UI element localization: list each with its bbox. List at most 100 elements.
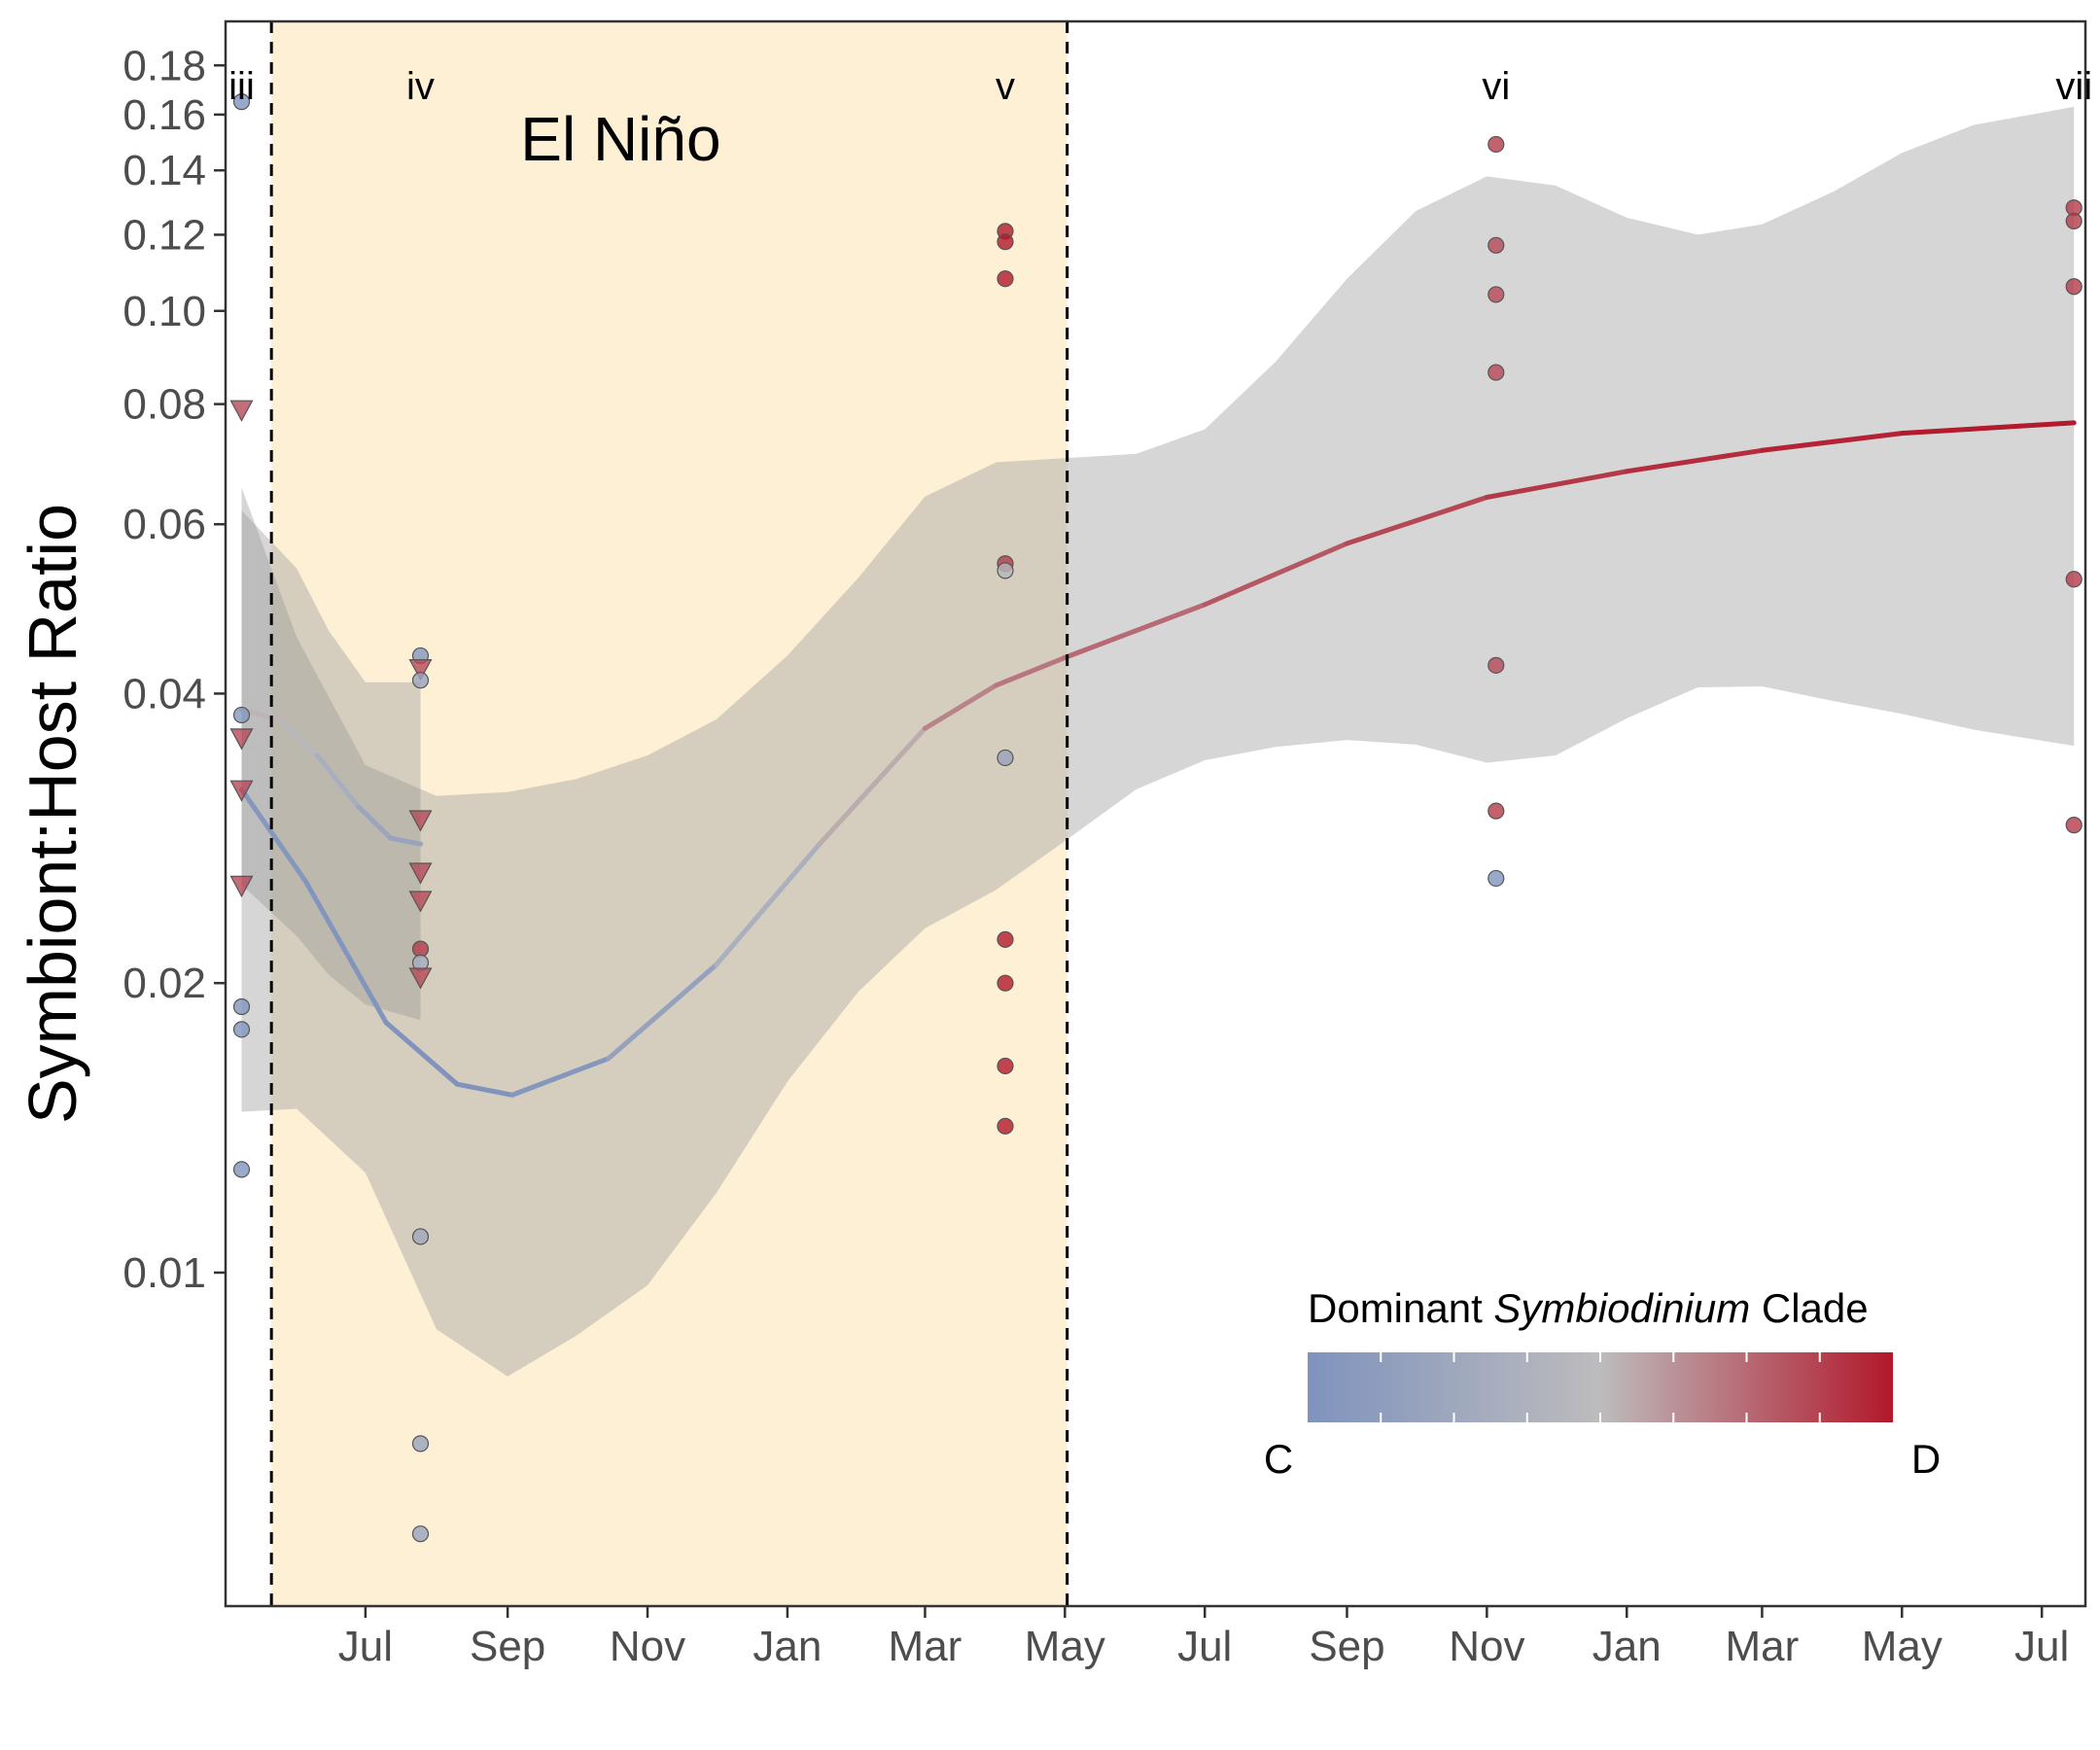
circle-data-point [2065, 212, 2082, 229]
circle-data-point [997, 930, 1014, 948]
circle-data-point [232, 1021, 251, 1038]
confidence-bands [241, 106, 2075, 1377]
trend-line-short-segment [388, 835, 423, 847]
trend-line-long-segment [454, 1081, 515, 1098]
trend-line-short-segment [278, 718, 320, 758]
x-tick-label: Nov [1449, 1623, 1524, 1670]
triangle-data-point [229, 780, 254, 802]
x-tick-label: Jul [1177, 1623, 1232, 1670]
trend-line-short-segment [356, 804, 394, 841]
y-tick-label: 0.10 [122, 288, 206, 335]
confidence-band-short [241, 510, 421, 1021]
period-label: vii [2055, 65, 2092, 108]
axes: 0.01 0.02 0.04 0.06 0.08 0.10 0.12 0.14 0.160.18… [122, 42, 2069, 1670]
y-tick-label: 0.02 [122, 960, 206, 1007]
trend-line-long-segment [1344, 494, 1489, 546]
y-tick-label: 0.08 [122, 381, 206, 429]
trend-line-long-segment [1062, 602, 1208, 660]
el-nino-period: El Niño [271, 21, 1068, 1606]
triangle-data-point [408, 862, 433, 885]
trend-line-long-segment [606, 962, 719, 1062]
circle-data-point [997, 562, 1014, 579]
circle-data-point [1488, 236, 1505, 254]
circle-data-point [411, 1435, 430, 1452]
legend-low-label: C [1264, 1436, 1293, 1482]
circle-data-point [997, 749, 1014, 767]
triangle-data-point [408, 967, 433, 990]
circle-data-point [2065, 571, 2082, 588]
circle-data-point [232, 706, 251, 724]
circle-data-point [411, 1525, 430, 1543]
x-tick-label: Jan [1592, 1623, 1662, 1670]
trend-line-long-segment [1202, 541, 1349, 608]
circle-data-point [1488, 869, 1505, 888]
data-points [229, 93, 2082, 1543]
triangle-data-point [229, 400, 254, 422]
triangle-data-point [408, 810, 433, 832]
period-label: vi [1482, 65, 1510, 108]
y-tick-label: 0.12 [122, 211, 206, 259]
trend-line-long-segment [1484, 469, 1629, 500]
triangle-data-point [408, 658, 433, 682]
y-tick-label: 0.01 [122, 1249, 206, 1297]
trend-line-long-segment [994, 654, 1068, 688]
x-tick-label: Sep [470, 1623, 545, 1670]
x-tick-label: May [1025, 1623, 1105, 1670]
trend-line-long-segment [1899, 420, 2077, 437]
y-tick-label: 0.14 [122, 147, 206, 194]
y-axis-title: Symbiont:Host Ratio [15, 504, 90, 1124]
trend-line-long-segment [509, 1056, 612, 1098]
trend-line-long-segment [1624, 447, 1765, 474]
circle-data-point [997, 974, 1014, 992]
trend-line-long-segment [1759, 431, 1905, 453]
triangle-data-point [408, 891, 433, 913]
y-tick-label: 0.06 [122, 501, 206, 548]
legend-title: Dominant Symbiodinium Clade [1308, 1285, 1869, 1331]
x-tick-label: Jul [2014, 1623, 2069, 1670]
circle-data-point [1488, 286, 1505, 303]
circle-data-point [232, 1161, 251, 1178]
circle-data-point [997, 233, 1014, 251]
el-nino-label: El Niño [520, 104, 720, 174]
y-tick-label: 0.16 [122, 91, 206, 139]
y-tick-label: 0.04 [122, 670, 206, 718]
triangle-data-point [229, 728, 254, 751]
trend-line-long-segment [383, 1020, 460, 1087]
triangle-data-point [229, 875, 254, 898]
circle-data-point [1488, 364, 1505, 381]
x-tick-label: Jan [752, 1623, 822, 1670]
trend-lines [239, 420, 2077, 1098]
circle-data-point [997, 1057, 1014, 1075]
x-tick-label: Mar [1726, 1623, 1800, 1670]
trend-line-long-segment [922, 682, 999, 731]
x-tick-label: Mar [889, 1623, 962, 1670]
x-tick-label: Sep [1309, 1623, 1384, 1670]
circle-data-point [232, 93, 251, 111]
color-legend: Dominant Symbiodinium Clade C D [1264, 1285, 1941, 1482]
trend-line-long-segment [303, 879, 389, 1026]
y-tick-label: 0.18 [122, 42, 206, 89]
x-tick-label: Jul [338, 1623, 393, 1670]
trend-line-short-segment [314, 752, 362, 810]
legend-high-label: D [1911, 1436, 1941, 1482]
trend-line-long-segment [239, 787, 309, 885]
legend-colorbar [1308, 1352, 1893, 1422]
circle-data-point [997, 270, 1014, 288]
circle-data-point [997, 1117, 1014, 1135]
circle-data-point [2065, 278, 2082, 296]
period-label: iv [406, 65, 435, 108]
trend-line-long-segment [714, 841, 822, 967]
circle-data-point [2065, 817, 2082, 834]
circle-data-point [1488, 802, 1505, 820]
period-label: v [996, 65, 1015, 108]
circle-data-point [232, 998, 251, 1016]
confidence-band-long [241, 106, 2075, 1377]
circle-data-point [1488, 656, 1505, 674]
x-tick-label: May [1862, 1623, 1942, 1670]
plot-panel-border [224, 19, 2087, 1608]
circle-data-point [411, 1228, 430, 1245]
el-nino-shading [271, 21, 1068, 1606]
x-tick-label: Nov [610, 1623, 685, 1670]
circle-data-point [411, 672, 430, 689]
